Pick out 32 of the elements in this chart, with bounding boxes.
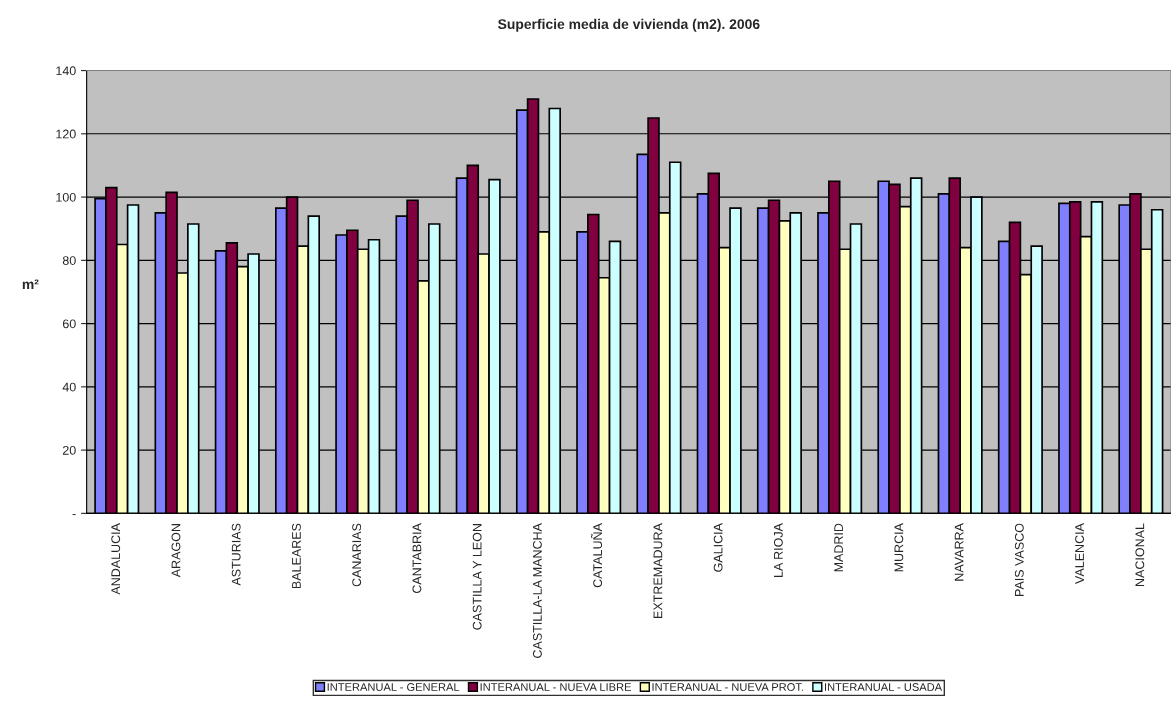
x-tick-label: CATALUÑA bbox=[590, 523, 603, 588]
y-tick-label: 100 bbox=[56, 192, 76, 202]
x-tick-label: PAIS VASCO bbox=[1014, 523, 1024, 596]
chart-title: Superficie media de vivienda (m2). 2006 bbox=[498, 18, 760, 32]
y-tick-label: 140 bbox=[56, 66, 76, 76]
legend-label: INTERANUAL - USADA bbox=[825, 683, 943, 691]
y-tick-label: 60 bbox=[62, 319, 76, 329]
x-tick-label: CASTILLA Y LEON bbox=[472, 524, 482, 630]
legend-label: INTERANUAL - GENERAL bbox=[327, 683, 460, 691]
x-tick-label: ANDALUCIA bbox=[111, 523, 121, 595]
x-tick-label: CASTILLA-LA MANCHA bbox=[532, 523, 542, 658]
y-tick-label: 120 bbox=[56, 129, 76, 139]
y-axis-title: m² bbox=[22, 279, 39, 290]
x-tick-label: LA RIOJA bbox=[773, 523, 783, 577]
x-tick-label: MADRID bbox=[834, 523, 843, 572]
x-tick-label: NAVARRA bbox=[954, 523, 964, 581]
legend-label: INTERANUAL - NUEVA PROT. bbox=[652, 683, 803, 691]
x-tick-label: CANTABRIA bbox=[412, 523, 422, 594]
x-tick-label: ASTURIAS bbox=[231, 523, 241, 586]
x-tick-label: ARAGON bbox=[171, 524, 181, 578]
legend-label: INTERANUAL - NUEVA LIBRE bbox=[480, 683, 632, 691]
x-tick-label: NACIONAL bbox=[1135, 523, 1145, 586]
y-tick-label: 80 bbox=[62, 256, 76, 265]
x-tick-label: CANARIAS bbox=[352, 523, 362, 587]
x-tick-label: EXTREMADURA bbox=[653, 523, 663, 618]
y-tick-label: - bbox=[72, 514, 76, 516]
x-tick-label: GALICIA bbox=[713, 523, 723, 572]
y-tick-label: 20 bbox=[62, 445, 76, 455]
x-tick-label: MURCIA bbox=[894, 523, 904, 572]
x-tick-label: VALENCIA bbox=[1075, 523, 1084, 584]
x-tick-label: BALEARES bbox=[292, 523, 301, 589]
y-tick-label: 40 bbox=[62, 382, 76, 392]
